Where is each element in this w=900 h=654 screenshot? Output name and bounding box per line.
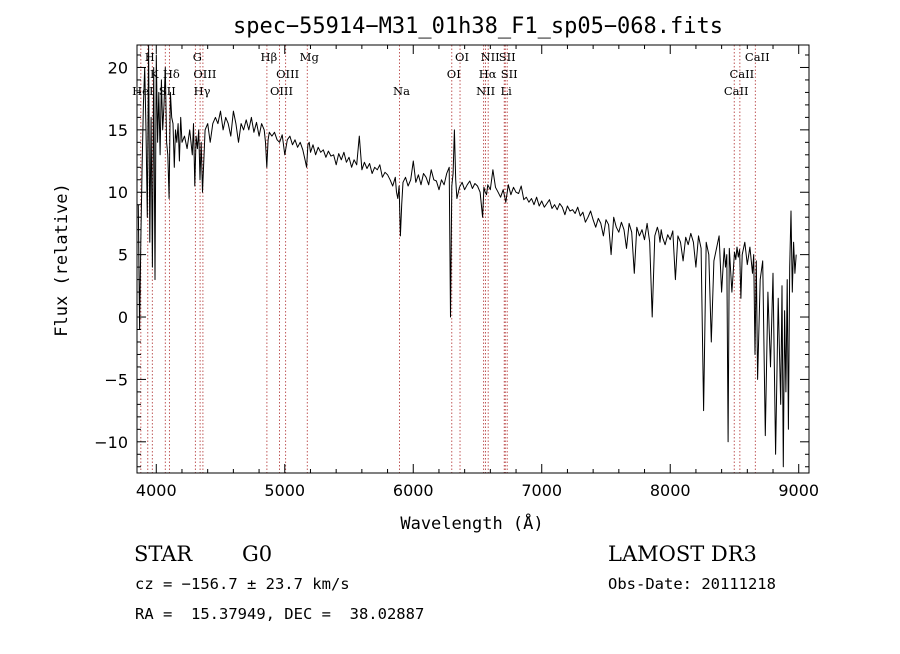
plot-frame	[136, 44, 810, 474]
chart-title: spec−55914−M31_01h38_F1_sp05−068.fits	[233, 14, 723, 39]
x-tick-label: 6000	[393, 481, 434, 500]
y-tick-label: 0	[118, 308, 128, 327]
x-axis-label: Wavelength (Å)	[400, 512, 543, 534]
spectral-line-markers	[140, 45, 756, 473]
x-tick-label: 8000	[650, 481, 691, 500]
line-label-h: H	[145, 50, 155, 64]
line-label-sii-6716: SII	[499, 50, 516, 64]
line-label-k: K	[150, 67, 159, 81]
axis-ticks: 4000 5000 6000 7000 8000 9000 −10 −5 0 5 10 15 20	[94, 45, 819, 500]
line-label-hgamma: Hγ	[194, 84, 211, 98]
line-label-g: G	[193, 50, 202, 64]
line-label-na: Na	[393, 84, 410, 98]
sky-coordinates: RA = 15.37949, DEC = 38.02887	[135, 605, 424, 623]
y-tick-label: 5	[118, 246, 128, 265]
line-label-oiii-5007: OIII	[276, 67, 299, 81]
x-tick-label: 4000	[136, 481, 177, 500]
y-tick-label: 15	[108, 121, 128, 140]
line-label-nii-6548: NII	[476, 84, 495, 98]
x-tick-label: 9000	[778, 481, 819, 500]
line-label-halpha: Hα	[479, 67, 497, 81]
y-axis-label: Flux (relative)	[52, 183, 72, 337]
radial-velocity: cz = −156.7 ± 23.7 km/s	[135, 575, 350, 593]
spectrum-line	[137, 44, 797, 468]
line-label-oi-6300: OI	[447, 67, 461, 81]
y-tick-label: −5	[104, 370, 128, 389]
line-label-hbeta: Hβ	[261, 50, 278, 64]
line-label-caii-8498: CaII	[724, 84, 749, 98]
y-tick-label: 20	[108, 58, 128, 77]
line-label-mg: Mg	[300, 50, 320, 64]
line-label-sii-6731: SII	[501, 67, 518, 81]
object-class: STAR	[134, 542, 193, 566]
x-tick-label: 5000	[264, 481, 305, 500]
y-tick-label: 10	[108, 183, 128, 202]
line-label-sii: SII	[159, 84, 176, 98]
x-tick-label: 7000	[521, 481, 562, 500]
line-label-oiii-4959: OIII	[270, 84, 293, 98]
line-label-caii-8662: CaII	[745, 50, 770, 64]
survey-release: LAMOST DR3	[608, 542, 757, 566]
line-label-oi-6364: OI	[455, 50, 469, 64]
line-label-heii: HeI	[132, 84, 153, 98]
line-label-hdelta: Hδ	[163, 67, 180, 81]
observation-date: Obs-Date: 20111218	[608, 575, 776, 593]
line-label-li: Li	[501, 84, 513, 98]
spectral-subclass: G0	[242, 542, 272, 566]
line-label-nii-6583: NII	[481, 50, 500, 64]
y-tick-label: −10	[94, 433, 128, 452]
line-label-caii-8542: CaII	[729, 67, 754, 81]
line-label-oiii-4363: OIII	[193, 67, 216, 81]
spectrum-series	[137, 44, 797, 468]
